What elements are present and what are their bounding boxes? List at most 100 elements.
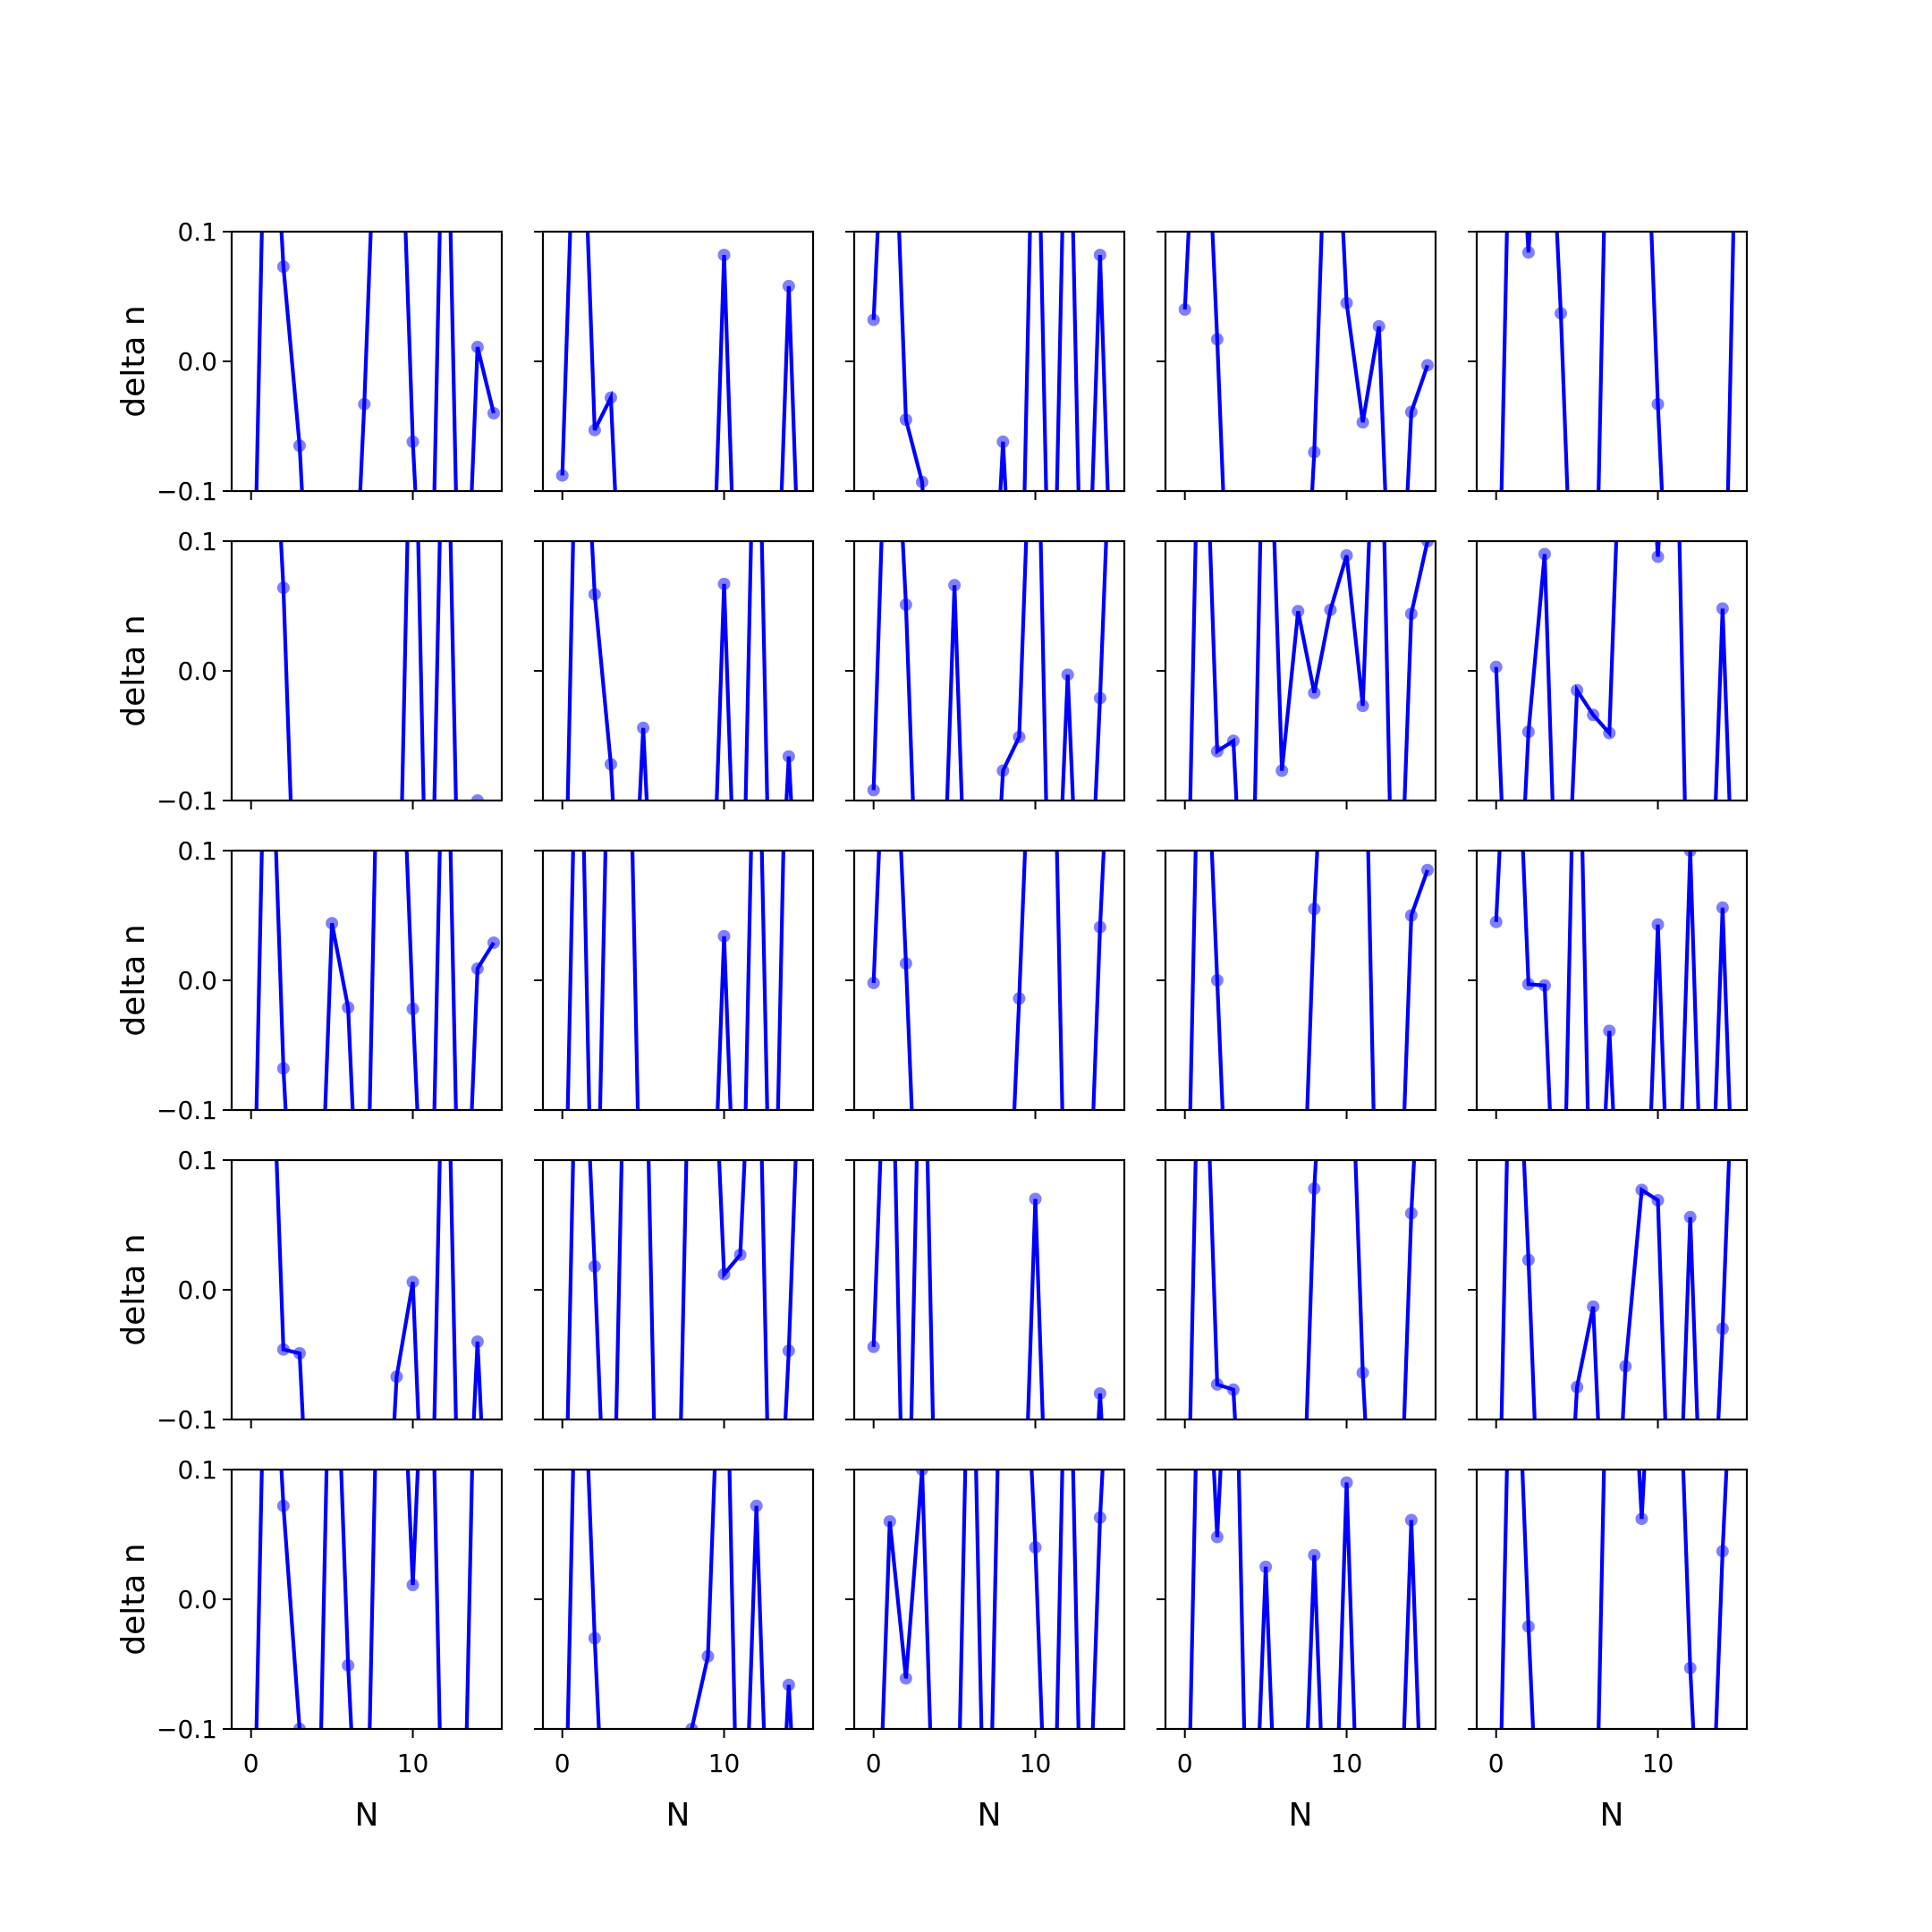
data-point bbox=[439, 585, 452, 597]
data-line bbox=[1494, 541, 1732, 801]
data-point bbox=[782, 1678, 795, 1691]
data-point bbox=[621, 894, 633, 907]
data-point bbox=[1110, 585, 1123, 597]
data-point bbox=[1210, 333, 1224, 346]
data-point bbox=[1619, 1204, 1631, 1216]
data-point bbox=[717, 249, 731, 262]
data-point bbox=[653, 1054, 665, 1066]
data-point bbox=[1046, 1054, 1058, 1066]
data-point bbox=[1341, 894, 1353, 907]
data-line bbox=[1499, 232, 1736, 491]
data-point bbox=[455, 744, 468, 757]
data-line bbox=[565, 851, 785, 1110]
data-point bbox=[1308, 686, 1321, 699]
data-point bbox=[669, 744, 682, 757]
data-point bbox=[1506, 894, 1519, 907]
axes-frame bbox=[1475, 1468, 1749, 1731]
data-point bbox=[605, 1673, 617, 1685]
data-point bbox=[1356, 1366, 1369, 1379]
data-point bbox=[1506, 1204, 1519, 1216]
data-point bbox=[326, 917, 339, 930]
data-point bbox=[276, 1499, 290, 1513]
data-point bbox=[964, 744, 977, 757]
subplot: −0.1 0.0 0.1 delta n bbox=[115, 527, 504, 1066]
data-point bbox=[1420, 863, 1434, 877]
data-point bbox=[1587, 1300, 1600, 1313]
data-point bbox=[470, 341, 484, 354]
data-point bbox=[1538, 547, 1551, 561]
data-point bbox=[1587, 744, 1599, 757]
data-point bbox=[1683, 1661, 1697, 1674]
data-point bbox=[406, 1275, 419, 1289]
data-point bbox=[799, 894, 811, 907]
subplot: 0 10 N bbox=[845, 1468, 1126, 1834]
y-axis-label: delta n bbox=[115, 305, 152, 417]
data-point bbox=[1668, 744, 1681, 757]
data-line bbox=[1188, 541, 1430, 801]
data-point bbox=[884, 894, 896, 907]
data-point bbox=[1733, 1363, 1745, 1376]
data-point bbox=[556, 1673, 569, 1685]
data-line bbox=[560, 232, 798, 491]
data-point bbox=[883, 1515, 896, 1528]
data-line bbox=[1182, 232, 1429, 491]
data-point bbox=[1603, 1673, 1615, 1685]
data-point bbox=[1651, 397, 1665, 411]
data-point bbox=[996, 764, 1010, 777]
data-point bbox=[1195, 1204, 1208, 1216]
data-point bbox=[1062, 1673, 1074, 1685]
data-point bbox=[750, 585, 763, 597]
data-point bbox=[750, 1499, 763, 1513]
data-point bbox=[604, 391, 617, 404]
data-point bbox=[964, 1363, 977, 1376]
y-tick-label: 0.1 bbox=[177, 1146, 217, 1175]
data-point bbox=[1340, 548, 1353, 562]
data-point bbox=[669, 1363, 682, 1376]
subplot bbox=[1157, 230, 1437, 757]
data-point bbox=[637, 894, 649, 907]
data-point bbox=[701, 1054, 714, 1066]
data-line bbox=[565, 1160, 798, 1419]
data-line bbox=[1499, 1160, 1732, 1419]
data-point bbox=[932, 1673, 945, 1685]
data-point bbox=[1668, 1673, 1681, 1685]
data-point bbox=[1078, 1054, 1090, 1066]
data-point bbox=[1389, 1673, 1402, 1685]
data-point bbox=[717, 929, 731, 943]
y-tick-label: −0.1 bbox=[157, 1096, 217, 1125]
data-point bbox=[867, 1340, 880, 1353]
data-point bbox=[1259, 744, 1272, 757]
data-point bbox=[555, 469, 569, 482]
data-point bbox=[276, 260, 290, 274]
subplot: −0.1 0.0 0.1 delta n bbox=[115, 1146, 504, 1435]
subplot bbox=[534, 585, 815, 1376]
data-point bbox=[948, 1673, 961, 1685]
data-point bbox=[685, 744, 698, 757]
subplot bbox=[1157, 539, 1437, 809]
subplot bbox=[845, 539, 1126, 1066]
data-point bbox=[1668, 1363, 1681, 1376]
data-point bbox=[1195, 894, 1208, 907]
data-point bbox=[1684, 744, 1697, 757]
axes-frame bbox=[852, 1158, 1126, 1421]
subplot bbox=[534, 230, 815, 757]
data-point bbox=[701, 1649, 715, 1663]
data-point bbox=[1700, 744, 1713, 757]
axes-frame bbox=[230, 1468, 504, 1731]
data-point bbox=[980, 744, 993, 757]
data-point bbox=[932, 1363, 945, 1376]
y-tick-label: −0.1 bbox=[157, 1715, 217, 1744]
data-point bbox=[734, 1363, 747, 1376]
axes-frame bbox=[541, 849, 815, 1112]
data-point bbox=[1603, 1204, 1615, 1216]
data-point bbox=[980, 1673, 993, 1685]
subplot bbox=[1468, 849, 1749, 1376]
data-point bbox=[782, 279, 795, 292]
data-point bbox=[604, 758, 617, 771]
data-line bbox=[871, 1160, 1104, 1419]
data-point bbox=[1538, 1673, 1551, 1685]
data-point bbox=[1619, 275, 1631, 288]
x-axis-label: N bbox=[978, 1797, 1002, 1834]
data-point bbox=[390, 1054, 402, 1066]
data-point bbox=[980, 1054, 993, 1066]
